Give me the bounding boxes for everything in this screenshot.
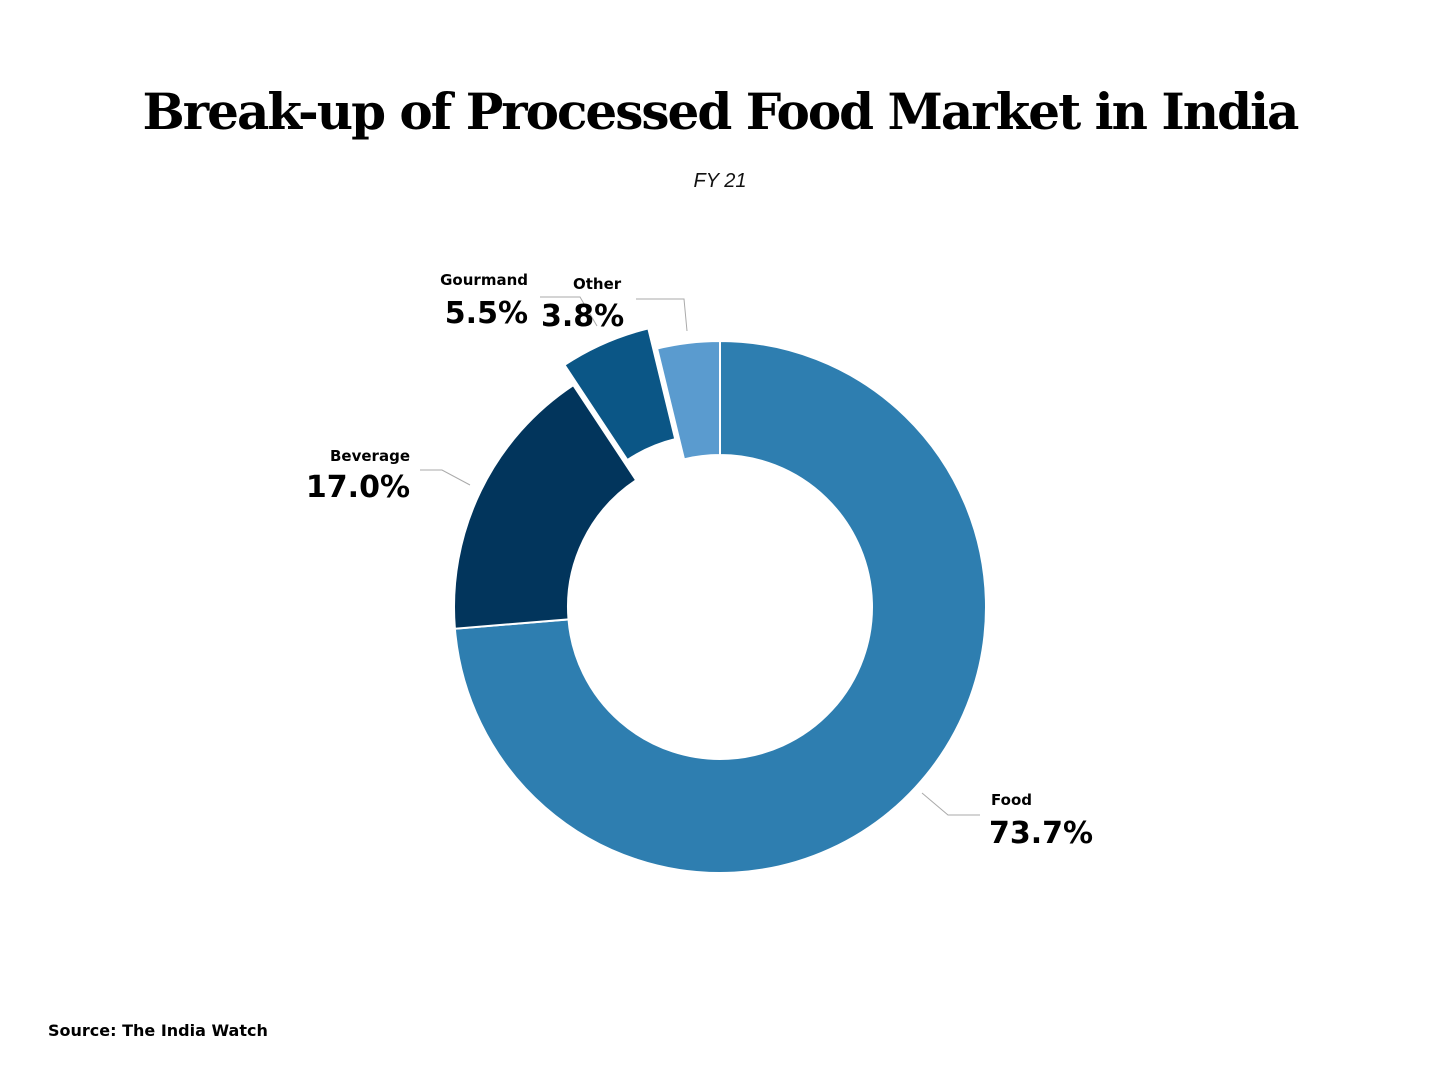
slice-beverage [453,383,638,630]
label-name-gourmand: Gourmand [440,271,528,289]
leader-line-beverage [420,469,471,486]
leader-line-other [636,298,688,332]
leader-line-gourmand [540,296,598,327]
label-value-gourmand: 5.5% [445,296,528,331]
chart-subtitle: FY 21 [693,170,747,192]
label-name-beverage: Beverage [330,447,410,465]
leader-line-food [921,792,980,816]
label-value-other: 3.8% [541,299,624,334]
slice-gourmand [563,327,677,462]
label-name-food: Food [991,791,1032,809]
label-name-other: Other [573,275,622,293]
chart-title: Break-up of Processed Food Market in Ind… [142,82,1300,141]
slice-other [655,339,721,461]
slice-food [453,339,987,874]
label-value-beverage: 17.0% [306,470,410,505]
label-value-food: 73.7% [989,816,1093,851]
source-note: Source: The India Watch [48,1021,268,1040]
